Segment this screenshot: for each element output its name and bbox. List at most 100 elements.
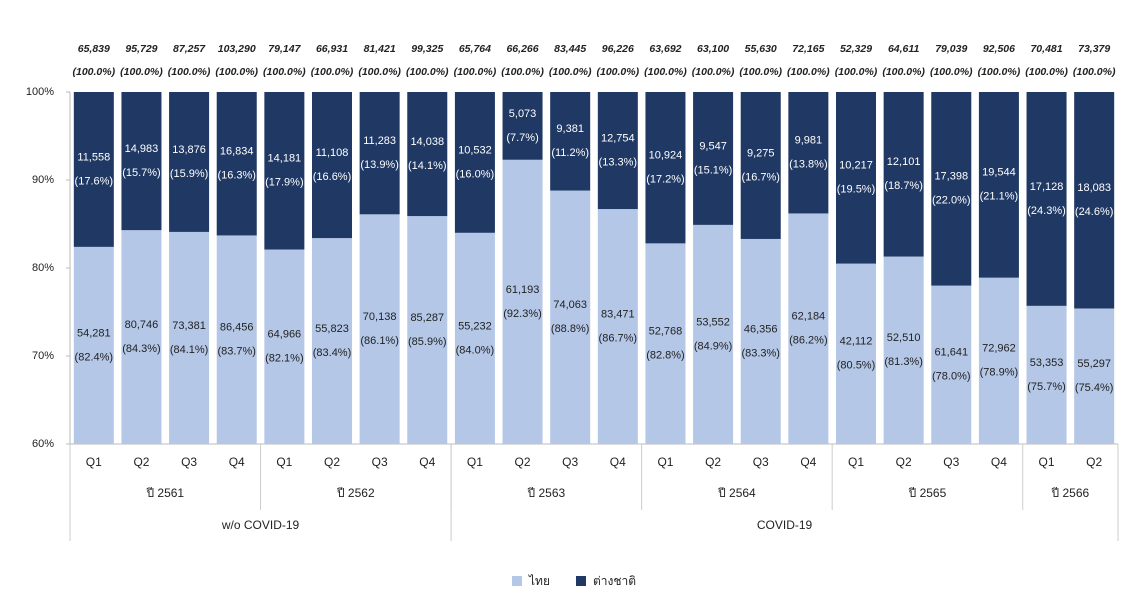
segment-count: 14,181 <box>268 153 302 165</box>
bar-segment <box>454 92 495 233</box>
bar-segment <box>550 92 591 191</box>
bar-segment <box>978 92 1019 278</box>
total-percent: (100.0%) <box>692 66 735 78</box>
x-tick-label: Q3 <box>562 455 578 469</box>
segment-count: 9,381 <box>556 123 584 135</box>
total-label: 65,839 <box>78 43 110 55</box>
segment-count: 12,101 <box>887 156 921 168</box>
total-label: 92,506 <box>983 43 1015 55</box>
bar-segment <box>169 92 210 232</box>
total-label: 55,630 <box>745 43 777 55</box>
segment-label: (78.9%) <box>980 367 1019 379</box>
total-label: 103,290 <box>218 43 256 55</box>
bar-segment <box>550 190 591 444</box>
total-label: 83,445 <box>554 43 586 55</box>
segment-count: 64,966 <box>268 329 302 341</box>
bar-segment <box>73 92 114 247</box>
total-percent: (100.0%) <box>215 66 258 78</box>
x-tick-label: Q1 <box>467 455 483 469</box>
segment-count: 42,112 <box>840 336 873 348</box>
segment-count: 52,510 <box>887 332 921 344</box>
segment-count: 14,038 <box>410 136 444 148</box>
total-percent: (100.0%) <box>120 66 163 78</box>
total-label: 73,379 <box>1078 43 1110 55</box>
total-percent: (100.0%) <box>454 66 497 78</box>
total-percent: (100.0%) <box>1073 66 1116 78</box>
segment-count: 17,398 <box>934 171 968 183</box>
x-tick-label: Q2 <box>896 455 912 469</box>
total-label: 64,611 <box>888 43 919 55</box>
total-label: 96,226 <box>602 43 634 55</box>
bar-segment <box>931 285 972 444</box>
x-tick-label: Q2 <box>1086 455 1102 469</box>
bar-segment <box>121 230 162 444</box>
x-tick-label: Q4 <box>800 455 816 469</box>
segment-label: (15.1%) <box>694 164 733 176</box>
segment-count: 9,275 <box>747 147 775 159</box>
x-tick-label: Q1 <box>657 455 673 469</box>
segment-count: 86,456 <box>220 322 254 334</box>
segment-count: 73,381 <box>172 320 206 332</box>
segment-count: 52,768 <box>649 326 683 338</box>
legend-label: ไทย <box>528 574 550 588</box>
bar-segment <box>693 92 734 225</box>
bar-segment <box>264 92 305 250</box>
segment-count: 70,138 <box>363 311 397 323</box>
legend-swatch <box>575 576 586 586</box>
total-label: 99,325 <box>411 43 443 55</box>
segment-label: (82.8%) <box>646 350 685 362</box>
x-tick-label: Q4 <box>229 455 245 469</box>
segment-count: 55,297 <box>1077 358 1111 370</box>
legend-label: ต่างชาติ <box>593 574 636 588</box>
bar-segment <box>693 224 734 444</box>
total-percent: (100.0%) <box>406 66 449 78</box>
y-tick-label: 70% <box>32 350 54 362</box>
x-tick-label: Q4 <box>991 455 1007 469</box>
segment-label: (22.0%) <box>932 195 971 207</box>
segment-label: (19.5%) <box>837 184 876 196</box>
x-tick-label: Q1 <box>276 455 292 469</box>
segment-label: (86.7%) <box>599 332 638 344</box>
bar-segment <box>835 263 877 444</box>
segment-label: (17.6%) <box>75 175 114 187</box>
segment-label: (83.4%) <box>313 347 352 359</box>
total-percent: (100.0%) <box>644 66 687 78</box>
segment-label: (13.9%) <box>360 159 399 171</box>
bar-segment <box>788 92 829 214</box>
x-tick-label: Q1 <box>86 455 102 469</box>
total-label: 66,931 <box>316 43 348 55</box>
bar-segment <box>407 92 448 217</box>
x-tick-label: Q2 <box>133 455 149 469</box>
total-percent: (100.0%) <box>930 66 973 78</box>
bar-segment <box>645 92 686 244</box>
total-percent: (100.0%) <box>739 66 782 78</box>
segment-count: 14,983 <box>125 143 159 155</box>
segment-count: 13,876 <box>172 144 206 156</box>
segment-count: 11,108 <box>316 147 349 159</box>
y-tick-label: 80% <box>32 262 54 274</box>
total-label: 81,421 <box>364 43 396 55</box>
bar-segment <box>645 243 686 444</box>
segment-count: 61,641 <box>934 347 968 359</box>
segment-label: (84.3%) <box>122 343 161 355</box>
segment-label: (83.3%) <box>741 347 780 359</box>
segment-label: (16.3%) <box>217 170 256 182</box>
group-label: ปี 2565 <box>908 486 947 500</box>
bar-segment <box>407 216 448 444</box>
bar-segment <box>216 92 257 236</box>
segment-count: 72,962 <box>982 343 1016 355</box>
segment-label: (81.3%) <box>884 356 923 368</box>
segment-label: (84.9%) <box>694 340 733 352</box>
legend-swatch <box>512 576 522 586</box>
segment-label: (16.6%) <box>313 171 352 183</box>
total-percent: (100.0%) <box>597 66 640 78</box>
segment-count: 11,558 <box>77 151 110 163</box>
bar-segment <box>978 277 1019 444</box>
group-label: ปี 2561 <box>146 486 185 500</box>
segment-label: (21.1%) <box>980 191 1019 203</box>
bar-segment <box>502 92 543 160</box>
total-label: 79,039 <box>935 43 967 55</box>
segment-label: (82.1%) <box>265 353 304 365</box>
x-tick-label: Q1 <box>1039 455 1055 469</box>
total-label: 72,165 <box>792 43 824 55</box>
